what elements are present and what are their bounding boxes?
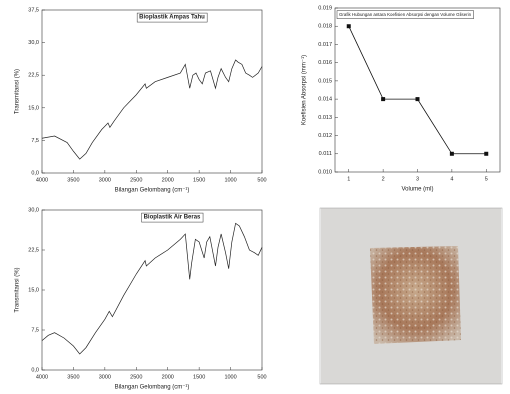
x-tick-label: 1 [347,176,350,182]
y-axis-label: Transmitansi (%) [15,69,21,114]
title-box [136,12,208,23]
x-tick-label: 2000 [162,177,174,183]
y-axis-label: Transmitansi (%) [15,267,21,312]
x-tick-label: 2500 [130,374,142,380]
x-tick-label: 1500 [193,177,205,183]
plot-frame [334,7,501,173]
title-box [141,212,204,223]
y-tick-label: 0,0 [31,170,39,176]
x-tick-label: 4000 [36,374,48,380]
x-tick-label: 5 [485,176,488,182]
y-tick-label: 0.019 [318,5,332,11]
y-tick-label: 22,5 [28,247,39,253]
x-tick-label: 1500 [193,374,205,380]
plot-frame [41,9,263,174]
plot-frame [41,209,263,371]
x-tick-label: 3500 [67,177,79,183]
x-tick-label: 500 [257,374,266,380]
data-point [484,151,489,156]
y-tick-label: 30,0 [28,40,39,46]
y-tick-label: 7,5 [31,138,39,144]
x-tick-label: 4000 [36,177,48,183]
y-tick-label: 0.014 [318,97,332,103]
y-tick-label: 0,0 [31,367,39,373]
y-tick-label: 0.018 [318,24,332,30]
film-texture [370,246,461,344]
data-line [41,59,263,160]
data-point [346,24,351,29]
y-tick-label: 15,0 [28,105,39,111]
y-tick-label: 0.015 [318,78,332,84]
chart-title: Bioplastik Air Beras [144,215,201,221]
data-line [41,222,263,355]
y-tick-label: 15,0 [28,287,39,293]
data-point [381,97,386,102]
y-tick-label: 0.012 [318,133,332,139]
y-tick-label: 30,0 [28,207,39,213]
data-line [348,26,487,155]
photo-frame [319,207,503,385]
x-tick-label: 2 [382,176,385,182]
x-tick-label: 1000 [224,177,236,183]
x-tick-label: 3000 [99,374,111,380]
x-tick-label: 3000 [99,177,111,183]
y-tick-label: 0.017 [318,42,332,48]
y-axis-label: Koefisien Absorpsi (mm⁻¹) [302,55,308,125]
y-tick-label: 37,5 [28,7,39,13]
x-axis-label: Bilangan Gelombang (cm⁻¹) [115,385,190,391]
y-tick-label: 0.010 [318,169,332,175]
x-tick-label: 3 [416,176,419,182]
x-tick-label: 3500 [67,374,79,380]
x-tick-label: 4 [450,176,453,182]
chart-title: Grafik Hubungan antara Koefisien Absorps… [339,12,472,17]
y-tick-label: 0.011 [319,151,332,157]
data-point [449,151,454,156]
data-point [415,97,420,102]
chart-title: Bioplastik Ampas Tahu [139,15,205,21]
x-tick-label: 2500 [130,177,142,183]
y-tick-label: 0.013 [318,115,332,121]
x-tick-label: 1000 [224,374,236,380]
y-tick-label: 7,5 [31,327,39,333]
y-tick-label: 0.016 [318,60,332,66]
x-axis-label: Bilangan Gelombang (cm⁻¹) [115,188,190,194]
title-box [336,10,474,19]
x-axis-label: Volume (ml) [401,187,433,193]
x-tick-label: 2000 [162,374,174,380]
x-tick-label: 500 [257,177,266,183]
y-tick-label: 22,5 [28,73,39,79]
